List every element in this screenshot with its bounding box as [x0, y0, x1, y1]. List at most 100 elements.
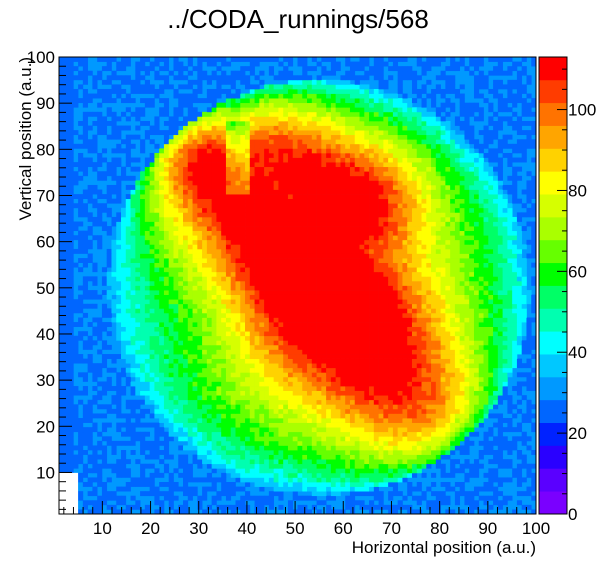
heatmap-cell	[163, 322, 170, 327]
heatmap-cell	[273, 280, 279, 286]
heatmap-cell	[68, 363, 74, 369]
heatmap-cell	[240, 404, 246, 410]
heatmap-cell	[450, 413, 456, 419]
heatmap-cell	[135, 248, 141, 254]
heatmap-cell	[307, 294, 313, 300]
heatmap-cell	[454, 258, 461, 263]
heatmap-cell	[116, 413, 122, 419]
heatmap-cell	[254, 290, 260, 295]
heatmap-cell	[268, 331, 274, 337]
heatmap-cell	[421, 431, 427, 437]
heatmap-cell	[254, 294, 260, 300]
heatmap-cell	[373, 354, 379, 359]
heatmap-cell	[516, 472, 523, 478]
heatmap-cell	[369, 331, 375, 337]
heatmap-cell	[225, 290, 232, 295]
heatmap-cell	[407, 344, 413, 350]
heatmap-cell	[493, 294, 499, 300]
heatmap-cell	[273, 363, 279, 369]
heatmap-cell	[421, 285, 427, 291]
heatmap-cell	[340, 477, 346, 483]
heatmap-cell	[450, 262, 456, 268]
heatmap-cell	[154, 349, 160, 355]
heatmap-cell	[125, 335, 131, 341]
heatmap-cell	[335, 459, 341, 465]
heatmap-cell	[426, 335, 432, 341]
heatmap-cell	[473, 472, 480, 478]
heatmap-cell	[326, 482, 332, 487]
heatmap-cell	[230, 440, 236, 446]
heatmap-cell	[202, 248, 208, 254]
heatmap-cell	[321, 358, 327, 364]
heatmap-cell	[140, 290, 146, 295]
heatmap-cell	[82, 404, 88, 410]
heatmap-cell	[507, 312, 513, 318]
heatmap-cell	[254, 303, 260, 309]
heatmap-cell	[459, 363, 465, 369]
heatmap-cell	[316, 271, 322, 277]
heatmap-cell	[431, 267, 437, 273]
heatmap-cell	[502, 253, 508, 259]
heatmap-cell	[397, 408, 403, 414]
heatmap-cell	[206, 386, 212, 391]
heatmap-cell	[454, 280, 461, 286]
heatmap-cell	[402, 299, 408, 305]
heatmap-cell	[383, 294, 389, 300]
heatmap-cell	[240, 468, 246, 474]
heatmap-cell	[307, 427, 313, 433]
heatmap-cell	[259, 372, 265, 378]
heatmap-cell	[206, 354, 212, 359]
heatmap-cell	[183, 349, 189, 355]
heatmap-cell	[92, 509, 98, 515]
heatmap-cell	[273, 358, 279, 364]
heatmap-cell	[326, 258, 332, 263]
heatmap-cell	[73, 262, 79, 268]
heatmap-cell	[287, 404, 294, 410]
heatmap-cell	[326, 427, 332, 433]
heatmap-cell	[245, 349, 251, 355]
heatmap-cell	[488, 344, 494, 350]
heatmap-cell	[173, 390, 179, 396]
heatmap-cell	[354, 308, 360, 314]
heatmap-cell	[130, 399, 136, 405]
heatmap-cell	[502, 326, 508, 332]
heatmap-cell	[473, 303, 480, 309]
heatmap-cell	[121, 262, 127, 268]
heatmap-cell	[249, 354, 255, 359]
heatmap-cell	[225, 340, 232, 346]
heatmap-cell	[68, 299, 74, 305]
heatmap-cell	[512, 267, 518, 273]
heatmap-cell	[163, 358, 170, 364]
heatmap-cell	[149, 399, 155, 405]
heatmap-cell	[163, 422, 170, 428]
heatmap-cell	[493, 248, 499, 254]
heatmap-cell	[521, 454, 527, 460]
heatmap-cell	[140, 477, 146, 483]
heatmap-cell	[82, 258, 88, 263]
heatmap-cell	[431, 450, 437, 455]
heatmap-cell	[459, 418, 465, 423]
heatmap-cell	[364, 258, 370, 263]
heatmap-cell	[249, 299, 255, 305]
heatmap-cell	[192, 363, 198, 369]
heatmap-cell	[459, 331, 465, 337]
heatmap-cell	[502, 367, 508, 373]
heatmap-cell	[402, 427, 408, 433]
heatmap-cell	[183, 290, 189, 295]
heatmap-cell	[235, 372, 241, 378]
heatmap-cell	[292, 367, 298, 373]
heatmap-cell	[493, 322, 499, 327]
heatmap-cell	[507, 422, 513, 428]
heatmap-cell	[106, 312, 112, 318]
heatmap-cell	[378, 431, 384, 437]
heatmap-cell	[431, 358, 437, 364]
heatmap-cell	[464, 299, 470, 305]
heatmap-cell	[445, 317, 451, 323]
heatmap-cell	[378, 395, 384, 401]
heatmap-cell	[168, 317, 174, 323]
heatmap-cell	[240, 450, 246, 455]
heatmap-cell	[488, 322, 494, 327]
heatmap-cell	[225, 294, 232, 300]
heatmap-cell	[211, 294, 217, 300]
heatmap-cell	[321, 408, 327, 414]
